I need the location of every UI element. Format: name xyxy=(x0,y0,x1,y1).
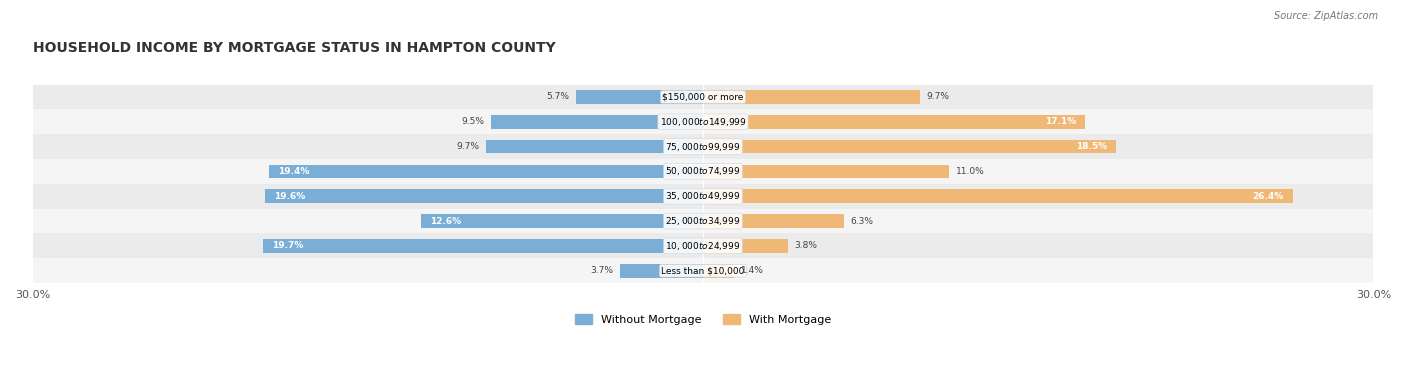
Bar xyxy=(32,258,1374,283)
Text: 3.8%: 3.8% xyxy=(794,242,818,250)
Text: $100,000 to $149,999: $100,000 to $149,999 xyxy=(659,116,747,128)
Bar xyxy=(703,140,1116,153)
Text: $25,000 to $34,999: $25,000 to $34,999 xyxy=(665,215,741,227)
Bar xyxy=(264,189,703,203)
Text: 6.3%: 6.3% xyxy=(851,217,873,226)
Text: Source: ZipAtlas.com: Source: ZipAtlas.com xyxy=(1274,11,1378,21)
Text: 9.7%: 9.7% xyxy=(927,93,949,101)
Text: 5.7%: 5.7% xyxy=(546,93,569,101)
Bar xyxy=(575,90,703,104)
Text: $50,000 to $74,999: $50,000 to $74,999 xyxy=(665,166,741,177)
Bar xyxy=(486,140,703,153)
Text: $10,000 to $24,999: $10,000 to $24,999 xyxy=(665,240,741,252)
Text: 12.6%: 12.6% xyxy=(430,217,461,226)
Text: 11.0%: 11.0% xyxy=(956,167,984,176)
Bar xyxy=(703,90,920,104)
Bar xyxy=(703,189,1294,203)
Bar xyxy=(32,234,1374,258)
Text: $150,000 or more: $150,000 or more xyxy=(662,93,744,101)
Bar xyxy=(32,85,1374,109)
Bar xyxy=(263,239,703,253)
Bar xyxy=(703,115,1085,129)
Text: 26.4%: 26.4% xyxy=(1253,192,1284,201)
Legend: Without Mortgage, With Mortgage: Without Mortgage, With Mortgage xyxy=(575,314,831,325)
Text: $75,000 to $99,999: $75,000 to $99,999 xyxy=(665,141,741,153)
Text: Less than $10,000: Less than $10,000 xyxy=(661,266,745,275)
Text: 9.7%: 9.7% xyxy=(457,142,479,151)
Bar xyxy=(32,184,1374,209)
Bar xyxy=(703,264,734,277)
Text: 18.5%: 18.5% xyxy=(1077,142,1108,151)
Text: 9.5%: 9.5% xyxy=(461,117,484,126)
Text: 3.7%: 3.7% xyxy=(591,266,613,275)
Bar xyxy=(703,239,787,253)
Text: 19.4%: 19.4% xyxy=(278,167,309,176)
Text: $35,000 to $49,999: $35,000 to $49,999 xyxy=(665,190,741,202)
Bar xyxy=(32,209,1374,234)
Text: HOUSEHOLD INCOME BY MORTGAGE STATUS IN HAMPTON COUNTY: HOUSEHOLD INCOME BY MORTGAGE STATUS IN H… xyxy=(32,41,555,55)
Bar xyxy=(422,214,703,228)
Text: 1.4%: 1.4% xyxy=(741,266,763,275)
Bar xyxy=(703,164,949,178)
Bar xyxy=(32,159,1374,184)
Text: 17.1%: 17.1% xyxy=(1045,117,1076,126)
Text: 19.7%: 19.7% xyxy=(271,242,304,250)
Text: 19.6%: 19.6% xyxy=(274,192,305,201)
Bar xyxy=(32,134,1374,159)
Bar xyxy=(32,109,1374,134)
Bar xyxy=(703,214,844,228)
Bar xyxy=(620,264,703,277)
Bar xyxy=(270,164,703,178)
Bar xyxy=(491,115,703,129)
